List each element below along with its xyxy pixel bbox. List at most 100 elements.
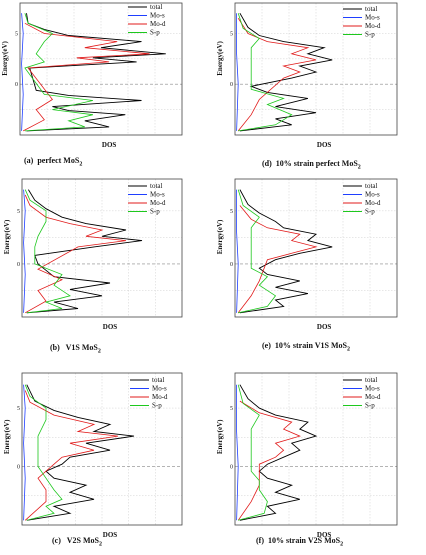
panel-c: 5 0 Energy(eV) DOS total Mo-s Mo-d S-p xyxy=(0,365,205,550)
series-mo-s xyxy=(236,13,239,131)
series-total xyxy=(26,384,135,521)
y-axis-label: Energy(eV) xyxy=(3,219,11,254)
x-axis-label: DOS xyxy=(317,531,332,539)
legend-label: S-p xyxy=(152,402,162,410)
x-axis-label: DOS xyxy=(103,531,118,539)
caption-d-sub: 2 xyxy=(357,164,361,171)
legend-label: S-p xyxy=(365,208,375,216)
series-mo-s xyxy=(21,13,24,131)
panel-a: 5 0 Energy(eV) DOS total Mo-s Mo-d S-p xyxy=(0,0,205,180)
series-total xyxy=(26,189,143,314)
legend-label: total xyxy=(365,182,377,190)
caption-f: (f) 10% strain V2S MoS2 xyxy=(256,536,343,548)
caption-c-sub: 2 xyxy=(98,541,102,548)
panel-b: 5 0 Energy(eV) DOS total Mo-s Mo-d S-p xyxy=(0,175,205,365)
series-total xyxy=(239,384,318,521)
caption-b-prefix: (b) xyxy=(50,343,60,352)
legend-label: Mo-d xyxy=(365,393,381,401)
caption-f-text: 10% strain V2S MoS xyxy=(268,536,341,545)
caption-f-sub: 2 xyxy=(340,541,344,548)
legend-label: S-p xyxy=(365,31,375,39)
legend-label: Mo-s xyxy=(150,12,165,20)
legend-label: total xyxy=(365,5,377,13)
y-tick-label: 5 xyxy=(17,406,20,412)
caption-a-text: perfect MoS xyxy=(37,156,80,165)
caption-e-sub: 2 xyxy=(346,346,350,353)
y-axis-label: Energy(eV) xyxy=(3,419,11,454)
legend-label: S-p xyxy=(150,208,160,216)
legend-label: total xyxy=(150,3,162,11)
legend-label: Mo-s xyxy=(152,385,167,393)
plot-frame xyxy=(234,2,398,136)
series-mo-d xyxy=(24,194,127,314)
series-s-p xyxy=(237,13,293,132)
caption-c: (c) V2S MoS2 xyxy=(52,536,102,548)
caption-e: (e) 10% strain V1S MoS2 xyxy=(262,341,350,353)
legend-label: Mo-d xyxy=(150,20,166,28)
y-tick-label: 5 xyxy=(230,406,233,412)
series-s-p xyxy=(24,384,63,521)
y-tick-label: 5 xyxy=(230,209,233,215)
y-tick-label: 0 xyxy=(15,82,18,88)
legend-label: total xyxy=(365,376,377,384)
series-mo-d xyxy=(237,205,318,314)
panel-d: 5 0 Energy(eV) DOS total Mo-s Mo-d S-p xyxy=(215,0,420,180)
caption-a: (a) perfect MoS2 xyxy=(24,156,82,168)
caption-b-sub: 2 xyxy=(97,348,101,355)
caption-c-prefix: (c) xyxy=(52,536,61,545)
series-mo-d xyxy=(23,22,150,132)
legend-label: Mo-s xyxy=(150,191,165,199)
x-axis-label: DOS xyxy=(103,323,118,331)
x-axis-label: DOS xyxy=(102,141,117,149)
y-tick-label: 5 xyxy=(17,209,20,215)
legend-label: Mo-d xyxy=(152,393,168,401)
legend-label: S-p xyxy=(365,402,375,410)
series-mo-s xyxy=(23,384,26,521)
y-axis-label: Energy(eV) xyxy=(1,40,9,75)
y-tick-label: 5 xyxy=(15,31,18,37)
y-axis-label: Energy(eV) xyxy=(216,219,224,254)
series-s-p xyxy=(24,189,71,314)
y-tick-label: 0 xyxy=(230,82,233,88)
x-axis-label: DOS xyxy=(317,323,332,331)
plot-frame xyxy=(21,372,183,526)
y-axis-label: Energy(eV) xyxy=(216,419,224,454)
caption-d-prefix: (d) xyxy=(262,159,272,168)
series-s-p xyxy=(237,384,268,521)
series-s-p xyxy=(24,13,93,132)
caption-e-text: 10% strain V1S MoS xyxy=(274,341,347,350)
series-total xyxy=(239,12,333,132)
series-total xyxy=(239,189,333,314)
plot-frame xyxy=(19,2,183,136)
series-mo-s xyxy=(236,384,239,521)
series-mo-s xyxy=(236,189,239,313)
caption-b: (b) V1S MoS2 xyxy=(50,343,101,355)
y-tick-label: 0 xyxy=(17,262,20,268)
caption-c-text: V2S MoS xyxy=(66,536,99,545)
caption-e-prefix: (e) xyxy=(262,341,271,350)
plot-frame xyxy=(234,372,398,526)
panel-e: 5 0 Energy(eV) DOS total Mo-s Mo-d S-p xyxy=(215,175,420,365)
legend-label: Mo-s xyxy=(365,14,380,22)
y-tick-label: 5 xyxy=(230,31,233,37)
x-axis-label: DOS xyxy=(317,141,332,149)
series-s-p xyxy=(237,189,277,314)
y-tick-label: 0 xyxy=(230,465,233,471)
series-mo-d xyxy=(24,390,119,521)
series-mo-d xyxy=(237,17,317,132)
legend-label: Mo-d xyxy=(365,199,381,207)
plot-frame xyxy=(21,178,183,318)
panel-f: 5 0 Energy(eV) DOS total Mo-s Mo-d S-p xyxy=(215,365,420,550)
legend-label: Mo-d xyxy=(365,22,381,30)
plot-frame xyxy=(234,178,398,318)
legend-label: total xyxy=(152,376,164,384)
legend-label: Mo-s xyxy=(365,385,380,393)
series-mo-s xyxy=(23,189,26,313)
y-tick-label: 0 xyxy=(230,262,233,268)
